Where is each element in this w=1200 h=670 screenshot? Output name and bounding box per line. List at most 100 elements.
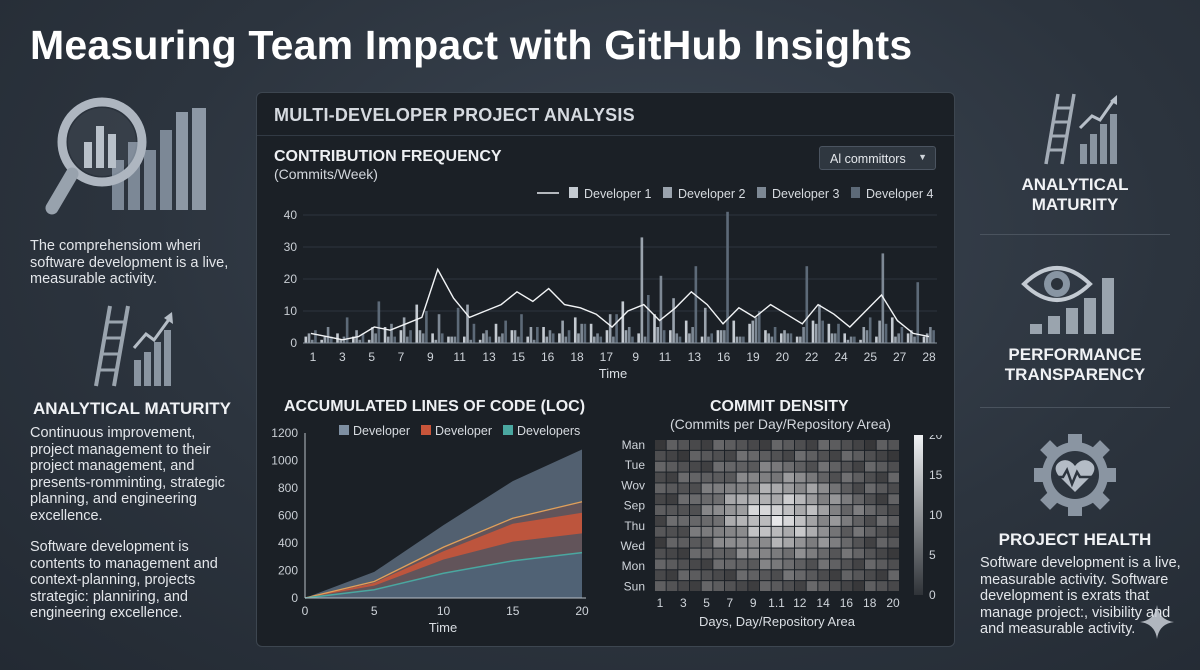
bar: [846, 339, 850, 343]
page-title: Measuring Team Impact with GitHub Insigh…: [30, 22, 913, 68]
heatmap-cell: [806, 440, 818, 450]
committers-dropdown[interactable]: Al committors ▼: [819, 146, 936, 170]
heatmap-cell: [725, 548, 736, 559]
heatmap-cell: [725, 461, 736, 472]
heatmap-cell: [865, 472, 876, 483]
heatmap-cell: [865, 559, 876, 570]
heatmap-cell: [806, 570, 818, 581]
heatmap-cell: [771, 494, 783, 505]
heatmap-cell: [795, 461, 806, 472]
heatmap-cell: [876, 526, 888, 537]
heatmap-cell: [736, 494, 748, 505]
heatmap-cell: [865, 581, 876, 591]
heatmap-cell: [690, 472, 701, 483]
heatmap-cell: [725, 472, 736, 483]
bar: [853, 336, 856, 343]
heatmap-cell: [876, 450, 888, 461]
heatmap-cell: [888, 559, 899, 570]
bar: [561, 320, 564, 343]
bar: [367, 339, 371, 343]
heatmap-cell: [818, 581, 829, 591]
heatmap-cell: [760, 450, 771, 461]
colorbar-tick-label: 0: [929, 588, 936, 602]
heatmap-col-label: 18: [863, 596, 877, 610]
bar: [390, 323, 393, 343]
heatmap-cell: [888, 461, 899, 472]
heatmap-cell: [760, 516, 771, 526]
heatmap-cell: [783, 483, 794, 494]
heatmap-cell: [690, 461, 701, 472]
heatmap-cell: [690, 526, 701, 537]
heatmap-row-label: Mon: [622, 559, 645, 573]
x-tick-label: 22: [805, 350, 819, 364]
heatmap-cell: [771, 526, 783, 537]
bar: [583, 323, 587, 343]
heatmap-cell: [795, 548, 806, 559]
heatmap-cell: [736, 537, 748, 548]
heatmap-cell: [783, 581, 794, 591]
heatmap-cell: [655, 450, 666, 461]
bar: [890, 317, 894, 343]
x-tick-label: 20: [575, 604, 589, 618]
heatmap-cell: [736, 472, 748, 483]
heatmap-cell: [853, 505, 864, 515]
heatmap-cell: [818, 526, 829, 537]
heatmap-cell: [725, 516, 736, 526]
bar: [837, 323, 840, 343]
bar: [827, 323, 831, 343]
heatmap-cell: [795, 526, 806, 537]
heatmap-cell: [806, 472, 818, 483]
heatmap-cell: [830, 440, 841, 450]
x-tick-label: 16: [717, 350, 731, 364]
heatmap-cell: [725, 440, 736, 450]
heatmap-cell: [760, 559, 771, 570]
heatmap-cell: [701, 559, 713, 570]
bar: [764, 330, 767, 343]
bar: [662, 330, 666, 343]
heatmap-cell: [841, 570, 853, 581]
bar: [421, 333, 425, 343]
heatmap-cell: [865, 516, 876, 526]
heatmap-cell: [678, 570, 689, 581]
heatmap-cell: [678, 516, 689, 526]
heatmap-cell: [806, 559, 818, 570]
heatmap-cell: [678, 472, 689, 483]
bar: [913, 336, 916, 343]
x-tick-label: 19: [746, 350, 760, 364]
bar: [577, 333, 580, 343]
legend-label: Developer 1: [584, 187, 651, 201]
heatmap-cell: [830, 505, 841, 515]
heatmap-cell: [795, 440, 806, 450]
right-divider: [980, 407, 1170, 408]
bar: [710, 333, 713, 343]
heatmap-cell: [888, 494, 899, 505]
x-tick-label: 13: [482, 350, 496, 364]
bar: [307, 333, 311, 343]
heatmap-cell: [748, 559, 759, 570]
y-tick-label: 40: [284, 208, 298, 222]
bar: [627, 327, 631, 343]
bar: [399, 330, 403, 343]
bar: [415, 304, 419, 343]
left-paragraph-2: Software development is contents to mana…: [30, 539, 218, 621]
bar: [513, 330, 517, 343]
legend-swatch: [339, 425, 349, 435]
heatmap-cell: [795, 494, 806, 505]
heatmap-cell: [748, 537, 759, 548]
heatmap-cell: [865, 505, 876, 515]
heatmap-cell: [736, 483, 748, 494]
bar: [314, 330, 317, 343]
heatmap-cell: [655, 537, 666, 548]
heatmap-cell: [713, 581, 724, 591]
density-chart-subtitle: (Commits per Day/Repository Area): [670, 416, 891, 432]
panel-title: MULTI-DEVELOPER PROJECT ANALYSIS: [274, 105, 635, 125]
bar: [719, 330, 723, 343]
bar: [447, 336, 450, 343]
bar: [615, 314, 618, 343]
bar: [675, 333, 679, 343]
heatmap-cell: [690, 559, 701, 570]
heatmap-cell: [853, 570, 864, 581]
heatmap-cell: [701, 450, 713, 461]
x-axis-label: Days, Day/Repository Area: [699, 614, 856, 629]
panel-divider: [257, 135, 954, 136]
